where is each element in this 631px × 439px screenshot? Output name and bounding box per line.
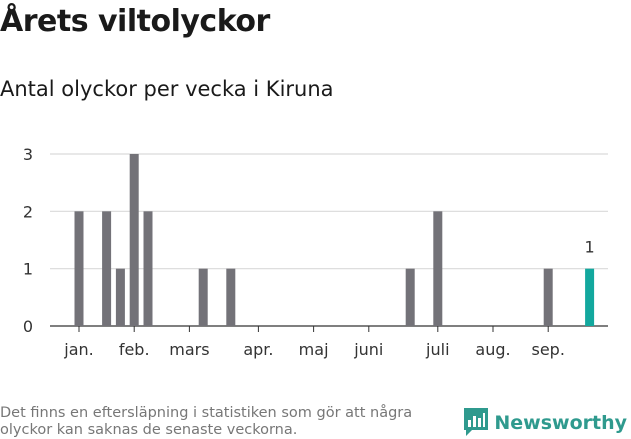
bar (433, 211, 443, 326)
y-tick-label: 1 (23, 260, 33, 279)
y-tick-label: 2 (23, 202, 33, 221)
x-tick-label: apr. (243, 340, 273, 359)
footnote: Det finns en eftersläpning i statistiken… (0, 405, 413, 438)
x-tick-label: juni (353, 340, 383, 359)
bar (143, 211, 153, 326)
x-tick-label: mars (169, 340, 209, 359)
x-tick-label: aug. (475, 340, 510, 359)
bar (74, 211, 84, 326)
chart-title: Årets viltolyckor (0, 4, 270, 39)
annotations: 1 (585, 238, 595, 257)
bar-highlight (585, 268, 595, 326)
bar (115, 268, 125, 326)
bar (226, 268, 236, 326)
x-tick-label: jan. (63, 340, 93, 359)
x-axis-labels: jan. feb. mars apr. maj juni juli aug. sep. (63, 340, 565, 359)
bar (543, 268, 553, 326)
brand-logo[interactable]: Newsworthy (464, 408, 627, 438)
x-tick-label: feb. (119, 340, 150, 359)
chart-subtitle: Antal olyckor per vecka i Kiruna (0, 77, 334, 101)
data-label: 1 (585, 238, 595, 257)
x-tick-label: juli (425, 340, 449, 359)
newsworthy-logo-icon (464, 408, 489, 436)
bar (198, 268, 208, 326)
y-tick-label: 0 (23, 317, 33, 336)
grid-lines (50, 153, 608, 327)
bar (102, 211, 112, 326)
x-tick-label: maj (299, 340, 329, 359)
brand-name: Newsworthy (494, 412, 627, 434)
x-axis-ticks (78, 326, 549, 332)
bar (129, 154, 139, 326)
y-tick-label: 3 (23, 145, 33, 164)
bars (74, 154, 595, 326)
y-axis-labels: 0 1 2 3 (23, 145, 33, 336)
bar (405, 268, 415, 326)
x-tick-label: sep. (531, 340, 564, 359)
